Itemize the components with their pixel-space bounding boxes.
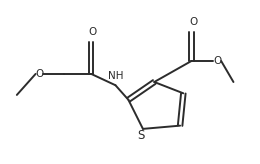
Text: S: S xyxy=(138,130,145,143)
Text: O: O xyxy=(89,27,97,37)
Text: O: O xyxy=(213,56,222,66)
Text: O: O xyxy=(189,17,197,27)
Text: O: O xyxy=(35,69,44,79)
Text: NH: NH xyxy=(108,71,123,81)
